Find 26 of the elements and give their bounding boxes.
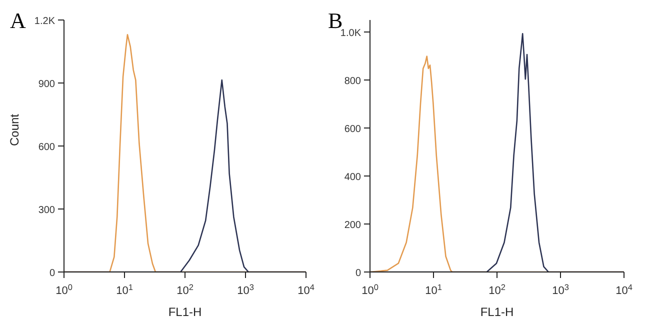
y-axis-title: Count [7,113,22,146]
y-tick-label: 1.2K [34,16,56,27]
x-tick-label: 10$^{2}$ [488,282,506,297]
x-tick-label: 10$^{2}$ [176,282,194,297]
x-tick-label: 10$^{1}$ [116,282,134,297]
y-tick-label: 1.0K [340,28,362,39]
x-tick-label: 10$^{4}$ [616,282,633,297]
x-tick-label: 10$^{0}$ [362,282,379,297]
chart-title: B [328,8,343,33]
y-tick-label: 600 [38,142,56,153]
x-tick-label: 10$^{4}$ [298,282,315,297]
y-tick-label: 900 [38,79,56,90]
x-axis-title: FL1-H [480,305,514,319]
x-tick-label: 10$^{0}$ [56,282,73,297]
y-tick-label: 800 [344,76,362,87]
y-tick-label: 0 [49,268,56,279]
x-axis-title: FL1-H [168,305,202,319]
y-tick-label: 300 [38,205,56,216]
chart-title: A [10,8,26,34]
y-tick-label: 0 [355,268,362,279]
x-tick-label: 10$^{3}$ [237,282,254,297]
y-tick-label: 200 [344,220,362,231]
y-tick-label: 400 [344,172,362,183]
x-tick-label: 10$^{3}$ [552,282,570,297]
y-tick-label: 600 [344,124,362,135]
x-tick-label: 10$^{1}$ [425,282,442,297]
